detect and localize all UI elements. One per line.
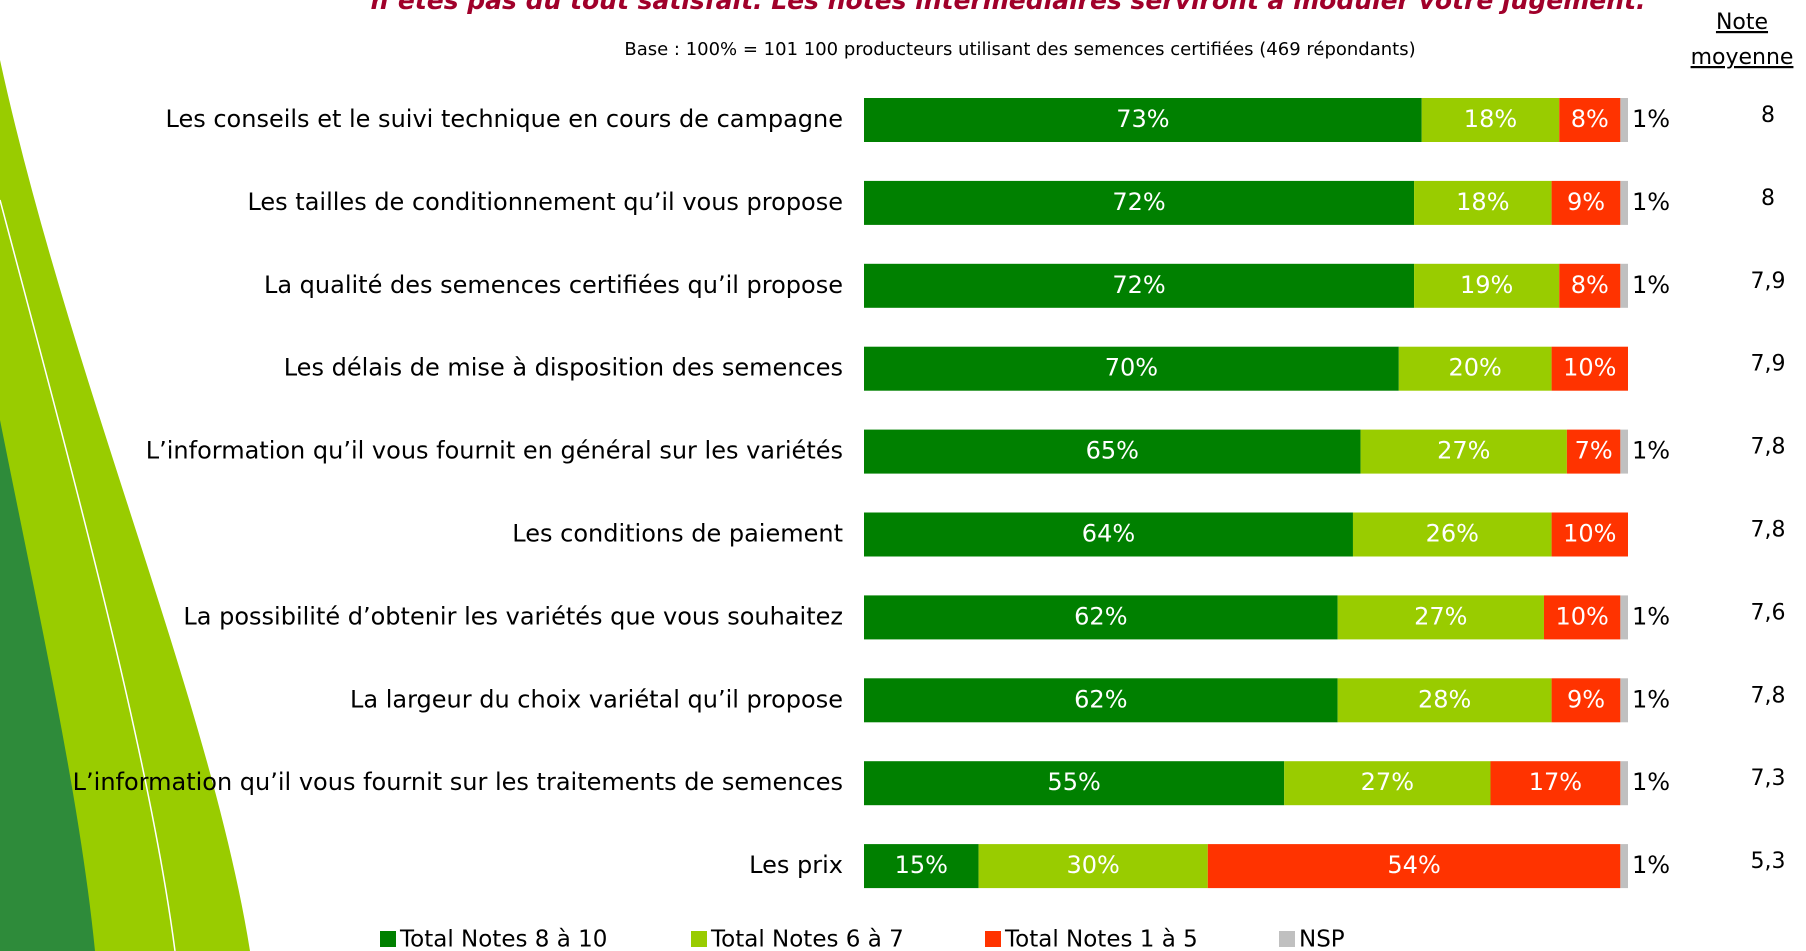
data-label: 73% xyxy=(1116,105,1169,133)
data-label: 64% xyxy=(1082,520,1135,548)
data-label: 27% xyxy=(1361,768,1414,796)
chart-title: n’êtes pas du tout satisfait. Les notes … xyxy=(371,0,1646,15)
legend-swatch xyxy=(691,931,707,947)
mean-score: 8 xyxy=(1761,103,1775,128)
bar-segment xyxy=(1620,761,1628,805)
category-label: L’information qu’il vous fournit en géné… xyxy=(146,437,843,465)
data-label: 18% xyxy=(1456,188,1509,216)
data-label: 8% xyxy=(1571,105,1609,133)
data-label: 10% xyxy=(1563,520,1616,548)
mean-score: 7,8 xyxy=(1751,435,1786,460)
legend-swatch xyxy=(985,931,1001,947)
data-label: 30% xyxy=(1067,851,1120,879)
data-label: 70% xyxy=(1105,354,1158,382)
data-label: 1% xyxy=(1632,851,1670,879)
bar-segment xyxy=(1620,181,1628,225)
mean-header: Note xyxy=(1716,10,1768,35)
data-label: 54% xyxy=(1387,851,1440,879)
mean-header: moyenne xyxy=(1691,45,1794,70)
mean-score: 8 xyxy=(1761,186,1775,211)
data-label: 10% xyxy=(1555,602,1608,630)
category-label: Les délais de mise à disposition des sem… xyxy=(284,354,843,382)
data-label: 72% xyxy=(1112,271,1165,299)
data-label: 9% xyxy=(1567,188,1605,216)
data-label: 27% xyxy=(1437,437,1490,465)
mean-score: 7,8 xyxy=(1751,518,1786,543)
bar-segment xyxy=(1620,595,1628,639)
data-label: 1% xyxy=(1632,437,1670,465)
legend-label: Total Notes 8 à 10 xyxy=(399,927,607,951)
category-label: Les tailles de conditionnement qu’il vou… xyxy=(247,188,843,216)
data-label: 20% xyxy=(1449,354,1502,382)
bar-segment xyxy=(1620,264,1628,308)
data-label: 72% xyxy=(1112,188,1165,216)
data-label: 1% xyxy=(1632,768,1670,796)
data-label: 55% xyxy=(1047,768,1100,796)
bar-segment xyxy=(1620,98,1628,142)
legend-label: Total Notes 6 à 7 xyxy=(710,927,904,951)
category-label: Les conseils et le suivi technique en co… xyxy=(166,105,843,133)
data-label: 18% xyxy=(1464,105,1517,133)
data-label: 1% xyxy=(1632,105,1670,133)
mean-score: 7,6 xyxy=(1751,600,1786,625)
data-label: 7% xyxy=(1575,437,1613,465)
category-label: La largeur du choix variétal qu’il propo… xyxy=(350,685,843,713)
data-label: 26% xyxy=(1426,520,1479,548)
data-label: 62% xyxy=(1074,602,1127,630)
mean-score: 7,8 xyxy=(1751,683,1786,708)
category-label: Les prix xyxy=(749,851,843,879)
data-label: 65% xyxy=(1086,437,1139,465)
data-label: 8% xyxy=(1571,271,1609,299)
category-label: La possibilité d’obtenir les variétés qu… xyxy=(183,602,843,630)
legend-swatch xyxy=(1279,931,1295,947)
data-label: 10% xyxy=(1563,354,1616,382)
data-label: 19% xyxy=(1460,271,1513,299)
mean-score: 5,3 xyxy=(1751,849,1786,874)
data-label: 9% xyxy=(1567,685,1605,713)
bar-segment xyxy=(1620,678,1628,722)
data-label: 15% xyxy=(895,851,948,879)
data-label: 1% xyxy=(1632,685,1670,713)
data-label: 1% xyxy=(1632,602,1670,630)
data-label: 62% xyxy=(1074,685,1127,713)
mean-score: 7,9 xyxy=(1751,352,1786,377)
legend-label: NSP xyxy=(1299,927,1345,951)
data-label: 1% xyxy=(1632,188,1670,216)
subtitle: Base : 100% = 101 100 producteurs utilis… xyxy=(624,39,1415,60)
legend-label: Total Notes 1 à 5 xyxy=(1004,927,1198,951)
data-label: 17% xyxy=(1529,768,1582,796)
category-label: La qualité des semences certifiées qu’il… xyxy=(264,271,843,299)
chart: n’êtes pas du tout satisfait. Les notes … xyxy=(0,0,1806,951)
data-label: 28% xyxy=(1418,685,1471,713)
data-label: 27% xyxy=(1414,602,1467,630)
data-label: 1% xyxy=(1632,271,1670,299)
mean-score: 7,9 xyxy=(1751,269,1786,294)
bar-segment xyxy=(1620,844,1628,888)
legend-swatch xyxy=(380,931,396,947)
mean-score: 7,3 xyxy=(1751,766,1786,791)
category-label: Les conditions de paiement xyxy=(512,520,843,548)
bar-segment xyxy=(1620,430,1628,474)
category-label: L’information qu’il vous fournit sur les… xyxy=(73,768,843,796)
